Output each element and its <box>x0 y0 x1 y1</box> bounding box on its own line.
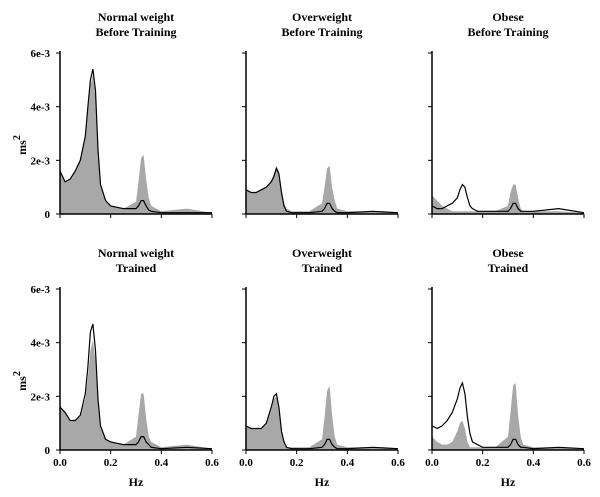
x-tick-label: 0.6 <box>205 457 219 469</box>
x-tick-label: 0.2 <box>476 457 490 469</box>
x-tick-label: 0.0 <box>53 457 67 469</box>
panel-title-4-line2: Trained <box>116 261 157 275</box>
panel-title-6-line2: Trained <box>488 261 529 275</box>
x-axis-label: Hz <box>501 475 516 489</box>
fill-area-panel-2 <box>246 165 398 214</box>
fill-area-panel-6 <box>432 382 584 450</box>
x-axis-label: Hz <box>315 475 330 489</box>
y-tick-label: 6e-3 <box>30 48 50 60</box>
y-tick-label: 0 <box>45 445 51 457</box>
line-series-panel-5 <box>245 392 399 450</box>
fill-area-panel-1 <box>60 74 212 214</box>
x-tick-label: 0.6 <box>391 457 405 469</box>
panel-title-2-line1: Overweight <box>292 10 352 24</box>
panel-title-3-line2: Before Training <box>468 25 549 39</box>
x-tick-label: 0.4 <box>340 457 354 469</box>
line-series-panel-6 <box>431 381 585 450</box>
fill-area-panel-3 <box>432 184 584 214</box>
y-tick-label: 4e-3 <box>30 338 50 350</box>
fill-area-panel-4 <box>60 340 212 450</box>
x-axis-label: Hz <box>129 475 144 489</box>
line-series-panel-4 <box>59 323 213 450</box>
line-series-panel-3 <box>431 183 585 214</box>
x-tick-label: 0.0 <box>425 457 439 469</box>
panel-title-2-line2: Before Training <box>282 25 363 39</box>
panel-title-1-line2: Before Training <box>96 25 177 39</box>
fill-area-panel-5 <box>246 385 398 450</box>
y-tick-label: 2e-3 <box>30 155 50 167</box>
x-tick-label: 0.2 <box>104 457 118 469</box>
panel-title-3-line1: Obese <box>492 10 524 24</box>
line-series-panel-2 <box>245 166 399 214</box>
line-series-panel-1 <box>59 68 212 214</box>
y-axis-label: ms2 <box>12 371 29 391</box>
y-axis-label: ms2 <box>12 135 29 155</box>
x-tick-label: 0.6 <box>577 457 591 469</box>
y-tick-label: 4e-3 <box>30 102 50 114</box>
x-tick-label: 0.2 <box>290 457 304 469</box>
panel-title-1-line1: Normal weight <box>98 10 174 24</box>
panel-title-5-line2: Trained <box>302 261 343 275</box>
x-tick-label: 0.4 <box>526 457 540 469</box>
y-tick-label: 0 <box>45 209 51 221</box>
x-tick-label: 0.0 <box>239 457 253 469</box>
y-tick-label: 6e-3 <box>30 284 50 296</box>
panel-title-5-line1: Overweight <box>292 246 352 260</box>
panel-title-6-line1: Obese <box>492 246 524 260</box>
x-tick-label: 0.4 <box>154 457 168 469</box>
y-tick-label: 2e-3 <box>30 391 50 403</box>
panel-title-4-line1: Normal weight <box>98 246 174 260</box>
